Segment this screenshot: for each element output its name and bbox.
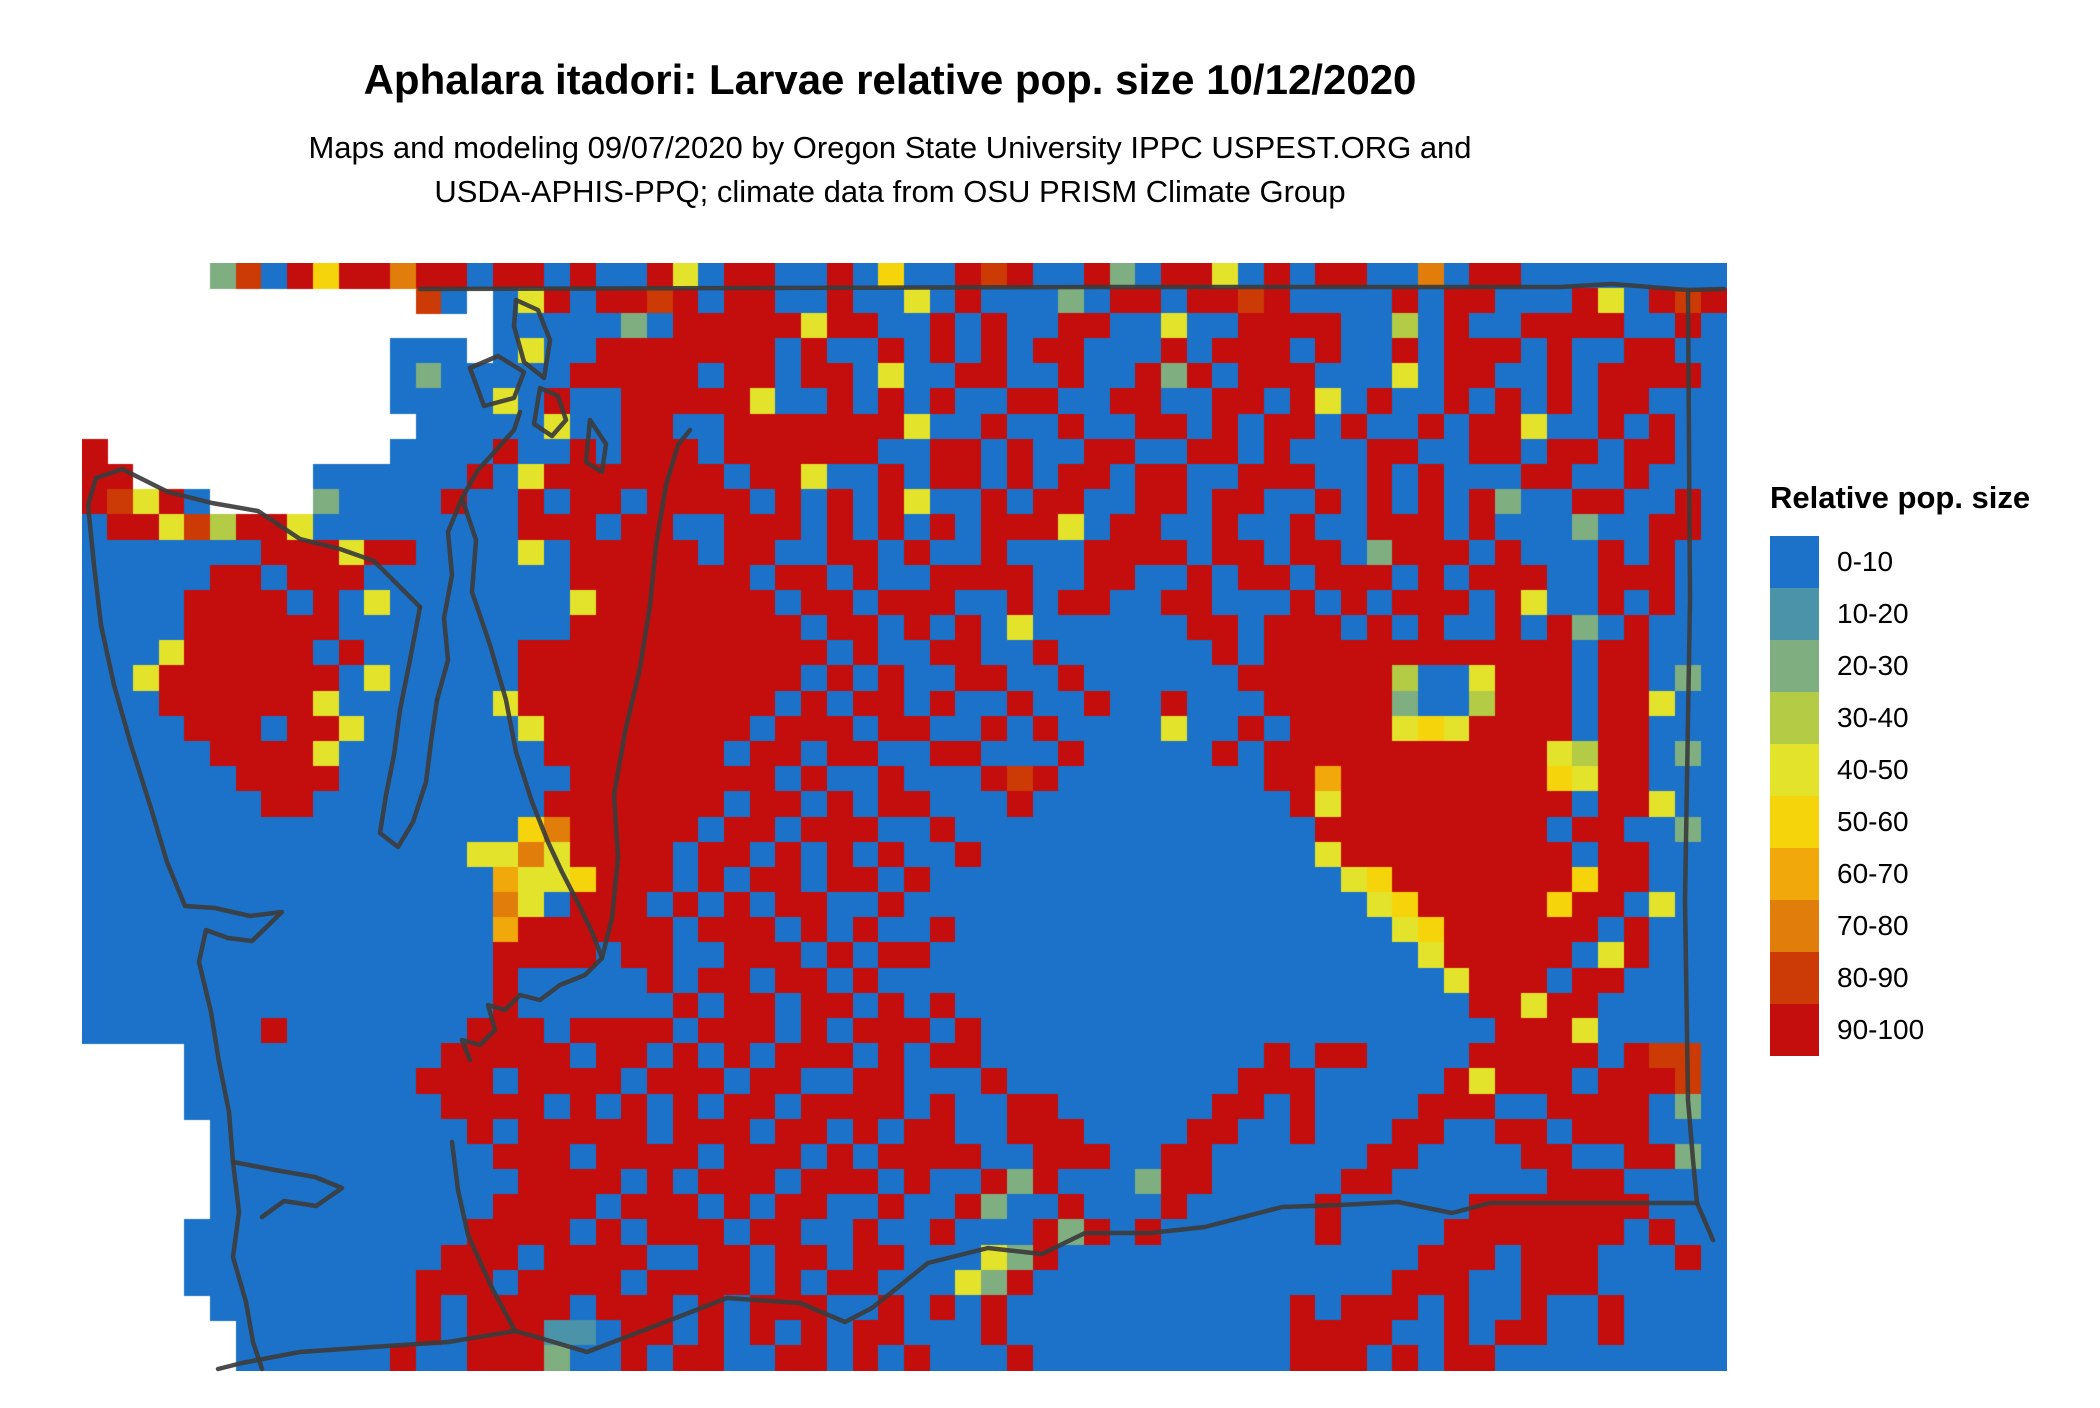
legend-item: 70-80 <box>1770 900 2100 952</box>
legend-label: 0-10 <box>1837 546 1894 577</box>
legend-swatch <box>1770 848 1819 900</box>
legend-title: Relative pop. size <box>1770 480 2031 515</box>
legend-label: 60-70 <box>1837 858 1909 889</box>
legend-swatch <box>1770 692 1819 744</box>
legend-swatch <box>1770 744 1819 796</box>
legend-label: 80-90 <box>1837 962 1909 993</box>
page-title: Aphalara itadori: Larvae relative pop. s… <box>363 56 1417 103</box>
legend-swatch <box>1770 952 1819 1004</box>
legend-label: 20-30 <box>1837 650 1909 681</box>
legend-swatch <box>1770 640 1819 692</box>
legend-label: 30-40 <box>1837 702 1909 733</box>
legend-swatch <box>1770 536 1819 588</box>
legend-items: 0-10 10-20 20-30 30-40 40-50 50-60 60-70 70-80 8… <box>1770 536 2100 1056</box>
legend-swatch <box>1770 588 1819 640</box>
legend-label: 70-80 <box>1837 910 1909 941</box>
subtitle-line-1: Maps and modeling 09/07/2020 by Oregon S… <box>308 130 1472 165</box>
legend-item: 0-10 <box>1770 536 2100 588</box>
legend-label: 10-20 <box>1837 598 1909 629</box>
legend-swatch <box>1770 1004 1819 1056</box>
legend-label: 90-100 <box>1837 1014 1925 1045</box>
legend-item: 90-100 <box>1770 1004 2100 1056</box>
legend-item: 50-60 <box>1770 796 2100 848</box>
legend-item: 20-30 <box>1770 640 2100 692</box>
map-canvas <box>82 263 1727 1371</box>
subtitle-line-2: USDA-APHIS-PPQ; climate data from OSU PR… <box>434 174 1346 209</box>
legend-item: 80-90 <box>1770 952 2100 1004</box>
legend-label: 50-60 <box>1837 806 1909 837</box>
legend-item: 30-40 <box>1770 692 2100 744</box>
page-subtitle: Maps and modeling 09/07/2020 by Oregon S… <box>0 126 1780 214</box>
legend-item: 60-70 <box>1770 848 2100 900</box>
legend-label: 40-50 <box>1837 754 1909 785</box>
legend-swatch <box>1770 796 1819 848</box>
legend-item: 40-50 <box>1770 744 2100 796</box>
legend-item: 10-20 <box>1770 588 2100 640</box>
legend-swatch <box>1770 900 1819 952</box>
legend: Relative pop. size 0-10 10-20 20-30 30-40 40… <box>1770 480 2100 1056</box>
